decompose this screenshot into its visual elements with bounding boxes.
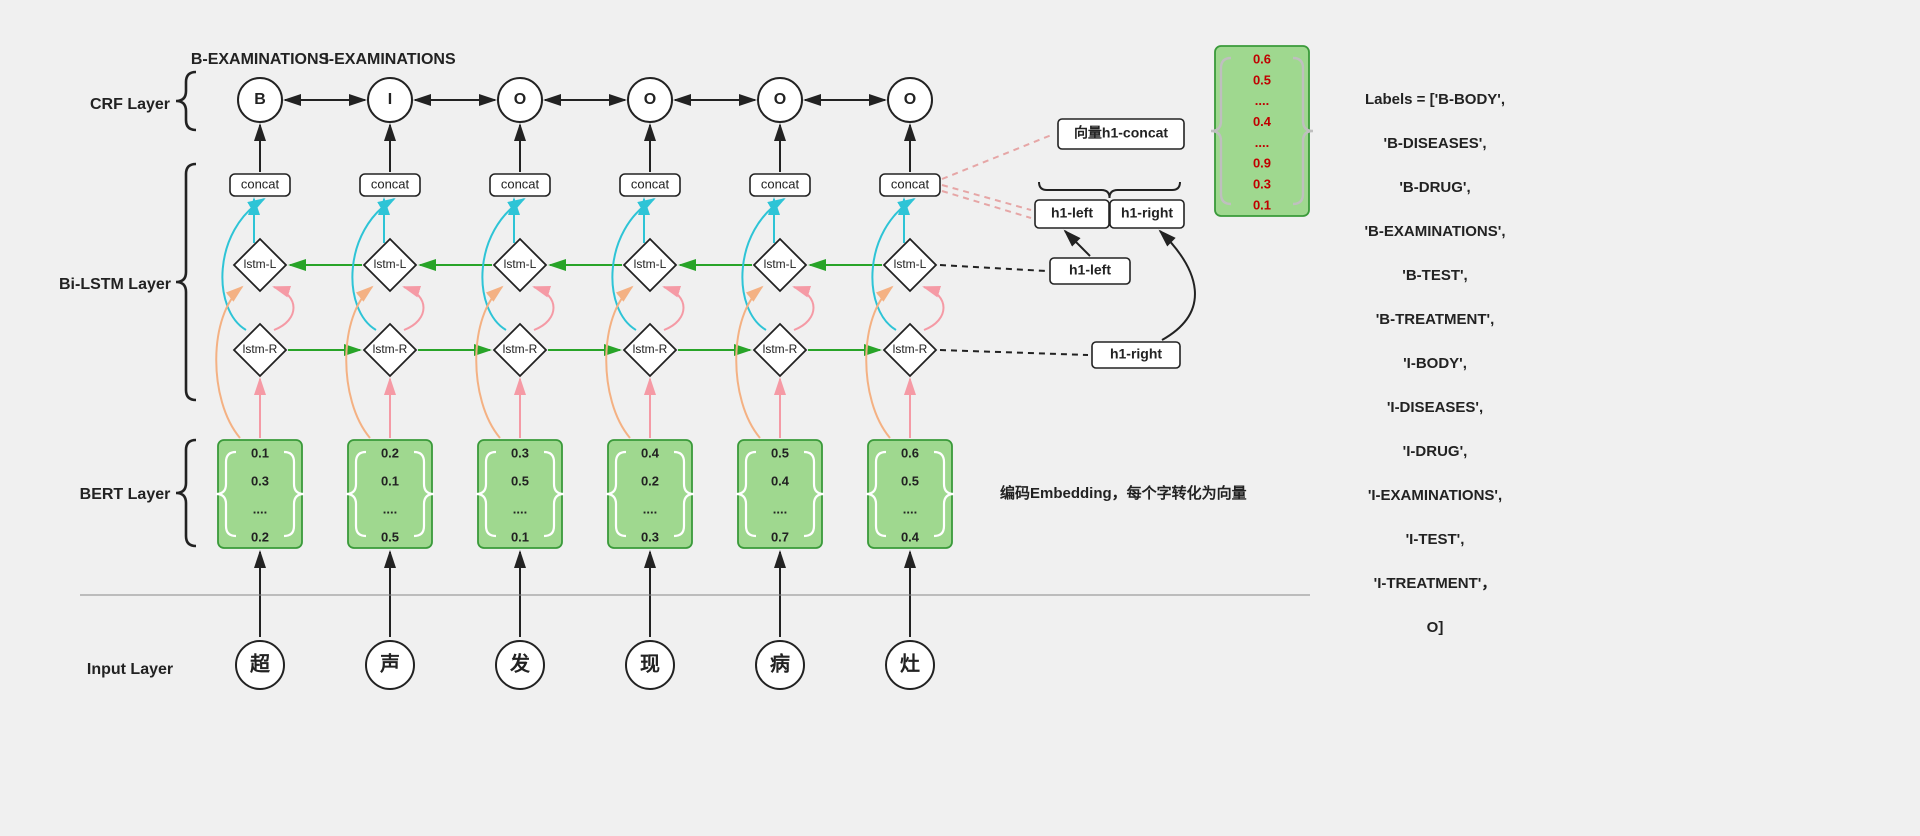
svg-text:....: .... [643, 501, 657, 516]
svg-text:BERT Layer: BERT Layer [80, 486, 171, 503]
svg-text:O: O [774, 91, 786, 108]
svg-text:0.1: 0.1 [251, 445, 269, 460]
svg-text:0.6: 0.6 [1253, 51, 1271, 66]
svg-text:发: 发 [509, 651, 531, 675]
svg-text:0.1: 0.1 [1253, 197, 1271, 212]
svg-text:h1-left: h1-left [1051, 205, 1093, 221]
svg-text:h1-right: h1-right [1110, 346, 1162, 362]
svg-text:O: O [904, 91, 916, 108]
svg-text:0.3: 0.3 [641, 529, 659, 544]
svg-text:....: .... [903, 501, 917, 516]
svg-text:O: O [514, 91, 526, 108]
svg-text:'I-EXAMINATIONS',: 'I-EXAMINATIONS', [1368, 487, 1502, 504]
svg-text:lstm-L: lstm-L [764, 257, 797, 271]
svg-text:lstm-R: lstm-R [373, 342, 408, 356]
svg-text:I-EXAMINATIONS: I-EXAMINATIONS [324, 51, 456, 68]
svg-text:B: B [254, 91, 266, 108]
svg-text:0.3: 0.3 [1253, 177, 1271, 192]
svg-text:向量h1-concat: 向量h1-concat [1074, 125, 1168, 141]
svg-text:....: .... [253, 501, 267, 516]
svg-text:0.3: 0.3 [251, 473, 269, 488]
svg-text:lstm-R: lstm-R [763, 342, 798, 356]
svg-text:....: .... [383, 501, 397, 516]
svg-text:0.4: 0.4 [641, 445, 660, 460]
svg-text:0.2: 0.2 [381, 445, 399, 460]
svg-text:超: 超 [249, 651, 271, 675]
svg-text:'B-EXAMINATIONS',: 'B-EXAMINATIONS', [1364, 223, 1505, 240]
svg-text:0.3: 0.3 [511, 445, 529, 460]
svg-text:'I-DRUG',: 'I-DRUG', [1403, 443, 1468, 460]
svg-text:'B-DRUG',: 'B-DRUG', [1399, 179, 1470, 196]
svg-text:concat: concat [891, 176, 930, 191]
svg-text:....: .... [1255, 135, 1269, 150]
svg-text:....: .... [1255, 93, 1269, 108]
svg-text:lstm-R: lstm-R [503, 342, 538, 356]
svg-text:'B-TEST',: 'B-TEST', [1402, 267, 1467, 284]
svg-text:O]: O] [1427, 619, 1444, 636]
svg-text:lstm-L: lstm-L [634, 257, 667, 271]
svg-text:0.5: 0.5 [511, 473, 529, 488]
svg-text:lstm-L: lstm-L [894, 257, 927, 271]
svg-text:B-EXAMINATIONS: B-EXAMINATIONS [191, 51, 330, 68]
svg-text:0.5: 0.5 [1253, 72, 1271, 87]
svg-text:lstm-L: lstm-L [374, 257, 407, 271]
svg-text:0.6: 0.6 [901, 445, 919, 460]
svg-text:Labels = ['B-BODY',: Labels = ['B-BODY', [1365, 91, 1505, 108]
svg-text:编码Embedding，每个字转化为向量: 编码Embedding，每个字转化为向量 [1000, 484, 1247, 502]
svg-text:'B-DISEASES',: 'B-DISEASES', [1384, 135, 1487, 152]
svg-text:0.5: 0.5 [771, 445, 789, 460]
svg-text:h1-right: h1-right [1121, 205, 1173, 221]
svg-text:0.2: 0.2 [641, 473, 659, 488]
svg-text:0.4: 0.4 [901, 529, 920, 544]
svg-text:concat: concat [241, 176, 280, 191]
svg-text:0.1: 0.1 [511, 529, 529, 544]
svg-text:0.4: 0.4 [1253, 114, 1272, 129]
svg-text:0.9: 0.9 [1253, 156, 1271, 171]
svg-text:Bi-LSTM Layer: Bi-LSTM Layer [59, 276, 171, 293]
svg-text:'I-TREATMENT'，: 'I-TREATMENT'， [1374, 575, 1497, 592]
svg-text:concat: concat [501, 176, 540, 191]
svg-text:I: I [388, 91, 392, 108]
svg-text:'I-TEST',: 'I-TEST', [1406, 531, 1465, 548]
svg-text:O: O [644, 91, 656, 108]
svg-text:lstm-L: lstm-L [244, 257, 277, 271]
svg-text:....: .... [513, 501, 527, 516]
svg-text:0.1: 0.1 [381, 473, 399, 488]
svg-text:CRF Layer: CRF Layer [90, 96, 170, 113]
svg-text:'I-DISEASES',: 'I-DISEASES', [1387, 399, 1483, 416]
svg-text:0.2: 0.2 [251, 529, 269, 544]
svg-text:0.5: 0.5 [901, 473, 919, 488]
svg-text:0.4: 0.4 [771, 473, 790, 488]
svg-text:Input Layer: Input Layer [87, 661, 173, 678]
svg-text:0.7: 0.7 [771, 529, 789, 544]
svg-text:concat: concat [631, 176, 670, 191]
svg-text:lstm-R: lstm-R [243, 342, 278, 356]
svg-text:现: 现 [640, 653, 660, 675]
svg-text:声: 声 [379, 651, 400, 675]
svg-text:灶: 灶 [900, 652, 920, 675]
svg-text:h1-left: h1-left [1069, 262, 1111, 278]
svg-text:lstm-L: lstm-L [504, 257, 537, 271]
svg-text:'I-BODY',: 'I-BODY', [1403, 355, 1467, 372]
svg-text:病: 病 [770, 651, 790, 675]
svg-text:0.5: 0.5 [381, 529, 399, 544]
svg-text:concat: concat [761, 176, 800, 191]
svg-text:lstm-R: lstm-R [893, 342, 928, 356]
svg-text:concat: concat [371, 176, 410, 191]
svg-text:lstm-R: lstm-R [633, 342, 668, 356]
svg-text:'B-TREATMENT',: 'B-TREATMENT', [1376, 311, 1495, 328]
svg-text:....: .... [773, 501, 787, 516]
